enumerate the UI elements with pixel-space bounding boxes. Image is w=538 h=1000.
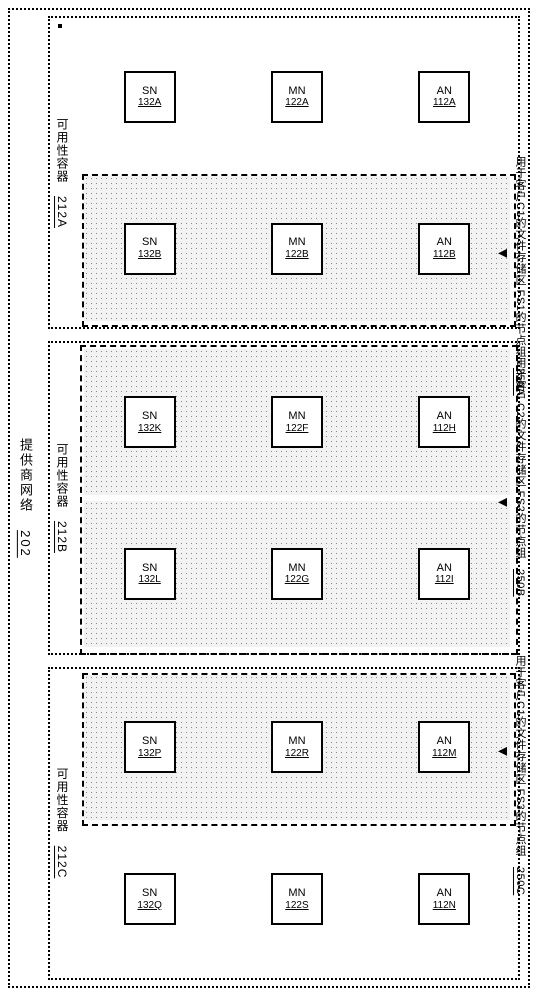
container-label-text: 可用性容器 (55, 768, 69, 833)
node-id: 132K (138, 423, 161, 435)
node-id: 112B (433, 249, 456, 261)
row-212B-1: SN 132L MN 122G AN 112I (84, 501, 510, 647)
row-212A-0: SN 132A MN 122A AN 112A (84, 24, 510, 170)
row-212C-1: SN 132Q MN 122S AN 112N (84, 826, 510, 972)
node-SN-132A: SN 132A (124, 71, 176, 123)
node-MN-122G: MN 122G (271, 548, 323, 600)
node-SN-132Q: SN 132Q (124, 873, 176, 925)
node-id: 132P (138, 748, 161, 760)
provider-network-label: 提供商网络 202 (16, 438, 35, 558)
node-MN-122A: MN 122A (271, 71, 323, 123)
caption-id: 250B (514, 569, 526, 597)
caption-250C: 用于客户C1的文件存储区 FS3的节点组 250C (512, 655, 528, 895)
node-type: SN (142, 562, 157, 575)
node-MN-122B: MN 122B (271, 223, 323, 275)
arrow-250B: ◂ (498, 492, 507, 510)
node-id: 132Q (137, 900, 161, 912)
node-SN-132K: SN 132K (124, 396, 176, 448)
container-label-212B: 可用性容器 212B (54, 443, 71, 553)
node-type: SN (142, 236, 157, 249)
caption-text: 用于客户C2的文件存储区 FS2的节点组 (514, 357, 526, 558)
node-type: MN (288, 85, 305, 98)
outer-label-id: 202 (18, 530, 33, 558)
node-type: AN (437, 85, 452, 98)
node-AN-112B: AN 112B (418, 223, 470, 275)
node-type: SN (142, 887, 157, 900)
node-id: 122S (285, 900, 308, 912)
caption-250B: 用于客户C2的文件存储区 FS2的节点组 250B (512, 357, 528, 597)
rows-212A: SN 132A MN 122A AN 112A SN 132B (84, 24, 510, 321)
node-type: MN (288, 236, 305, 249)
node-id: 112I (435, 574, 454, 586)
node-id: 132B (138, 249, 161, 261)
node-type: AN (437, 410, 452, 423)
arrow-250C: ◂ (498, 741, 507, 759)
row-212B-0: SN 132K MN 122F AN 112H (84, 349, 510, 495)
node-type: MN (288, 410, 305, 423)
node-SN-132P: SN 132P (124, 721, 176, 773)
node-type: AN (437, 562, 452, 575)
outer-label-text: 提供商网络 (18, 438, 33, 513)
node-SN-132B: SN 132B (124, 223, 176, 275)
node-type: MN (288, 562, 305, 575)
node-AN-112H: AN 112H (418, 396, 470, 448)
node-id: 112M (432, 748, 456, 760)
availability-container-212C: 可用性容器 212C SN 132P MN 122R AN 11 (48, 667, 520, 980)
container-label-id: 212A (55, 196, 69, 228)
node-type: MN (288, 887, 305, 900)
availability-container-212A: 可用性容器 212A SN 132A MN 122A AN 11 (48, 16, 520, 329)
node-id: 122G (285, 574, 309, 586)
node-id: 122B (285, 249, 308, 261)
node-type: SN (142, 410, 157, 423)
containers-column: 可用性容器 212A SN 132A MN 122A AN 11 (48, 16, 520, 980)
caption-text: 用于客户C1的文件存储区 FS1的节点组 (514, 156, 526, 357)
node-id: 122R (285, 748, 309, 760)
row-212C-0: SN 132P MN 122R AN 112M (84, 675, 510, 821)
container-label-212C: 可用性容器 212C (54, 768, 71, 879)
node-AN-112M: AN 112M (418, 721, 470, 773)
node-MN-122F: MN 122F (271, 396, 323, 448)
provider-network-box: 提供商网络 202 可用性容器 212A SN 132A MN 122 (8, 8, 530, 988)
node-type: AN (437, 735, 452, 748)
node-type: SN (142, 85, 157, 98)
node-MN-122S: MN 122S (271, 873, 323, 925)
caption-id: 250C (514, 867, 526, 895)
node-type: AN (437, 887, 452, 900)
rows-212B: SN 132K MN 122F AN 112H SN 132L (84, 349, 510, 646)
node-type: AN (437, 236, 452, 249)
node-id: 122F (286, 423, 309, 435)
region-250A (58, 24, 62, 28)
arrow-250A: ◂ (498, 243, 507, 261)
node-id: 112N (433, 900, 456, 912)
rows-212C: SN 132P MN 122R AN 112M SN 132Q (84, 675, 510, 972)
node-AN-112N: AN 112N (418, 873, 470, 925)
node-AN-112I: AN 112I (418, 548, 470, 600)
container-label-text: 可用性容器 (55, 443, 69, 508)
node-SN-132L: SN 132L (124, 548, 176, 600)
row-212A-1: SN 132B MN 122B AN 112B (84, 176, 510, 322)
node-type: SN (142, 735, 157, 748)
node-id: 132A (138, 97, 161, 109)
availability-container-212B: 可用性容器 212B SN 132K MN 122F AN 11 (48, 341, 520, 654)
node-MN-122R: MN 122R (271, 721, 323, 773)
node-id: 112H (433, 423, 456, 435)
container-label-text: 可用性容器 (55, 118, 69, 183)
node-id: 112A (433, 97, 456, 109)
caption-text: 用于客户C1的文件存储区 FS3的节点组 (514, 655, 526, 856)
node-type: MN (288, 735, 305, 748)
container-label-id: 212B (55, 521, 69, 553)
node-id: 122A (285, 97, 308, 109)
node-id: 132L (139, 574, 161, 586)
container-label-212A: 可用性容器 212A (54, 118, 71, 228)
node-AN-112A: AN 112A (418, 71, 470, 123)
container-label-id: 212C (55, 846, 69, 879)
